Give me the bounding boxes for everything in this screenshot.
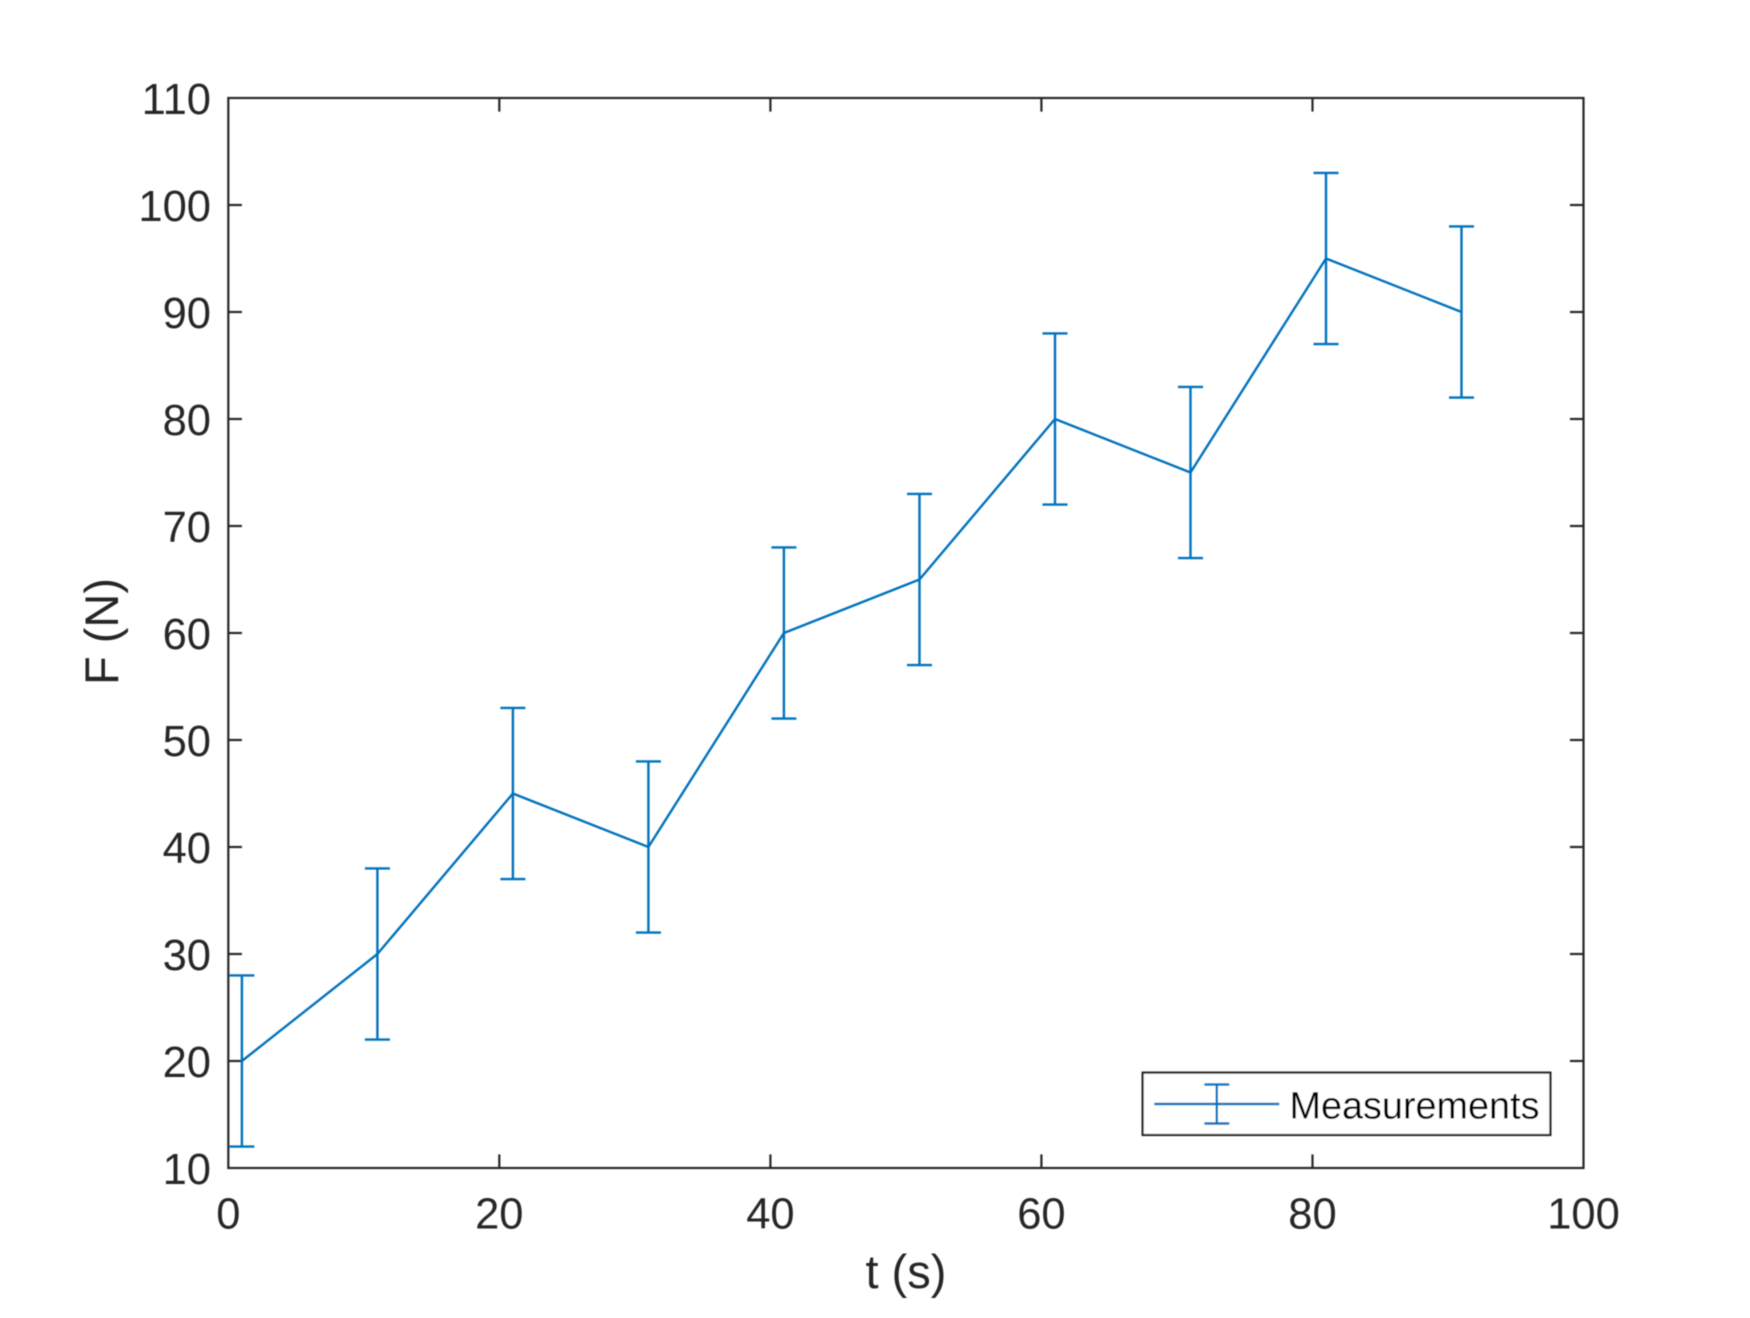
svg-text:40: 40	[163, 825, 211, 873]
svg-text:Measurements: Measurements	[1290, 1086, 1540, 1128]
svg-text:F (N): F (N)	[75, 578, 128, 685]
svg-text:50: 50	[163, 718, 211, 766]
svg-text:90: 90	[163, 290, 211, 338]
svg-text:100: 100	[1547, 1190, 1620, 1238]
svg-text:0: 0	[216, 1190, 240, 1238]
svg-text:80: 80	[163, 397, 211, 445]
svg-text:80: 80	[1288, 1190, 1336, 1238]
svg-text:40: 40	[746, 1190, 794, 1238]
svg-text:60: 60	[163, 611, 211, 659]
svg-text:20: 20	[475, 1190, 523, 1238]
svg-text:100: 100	[138, 183, 211, 231]
svg-text:30: 30	[163, 932, 211, 980]
svg-text:110: 110	[142, 76, 211, 124]
svg-text:10: 10	[163, 1146, 211, 1194]
svg-text:60: 60	[1017, 1190, 1065, 1238]
svg-text:70: 70	[163, 504, 211, 552]
svg-text:20: 20	[163, 1039, 211, 1087]
svg-text:t (s): t (s)	[865, 1245, 946, 1298]
